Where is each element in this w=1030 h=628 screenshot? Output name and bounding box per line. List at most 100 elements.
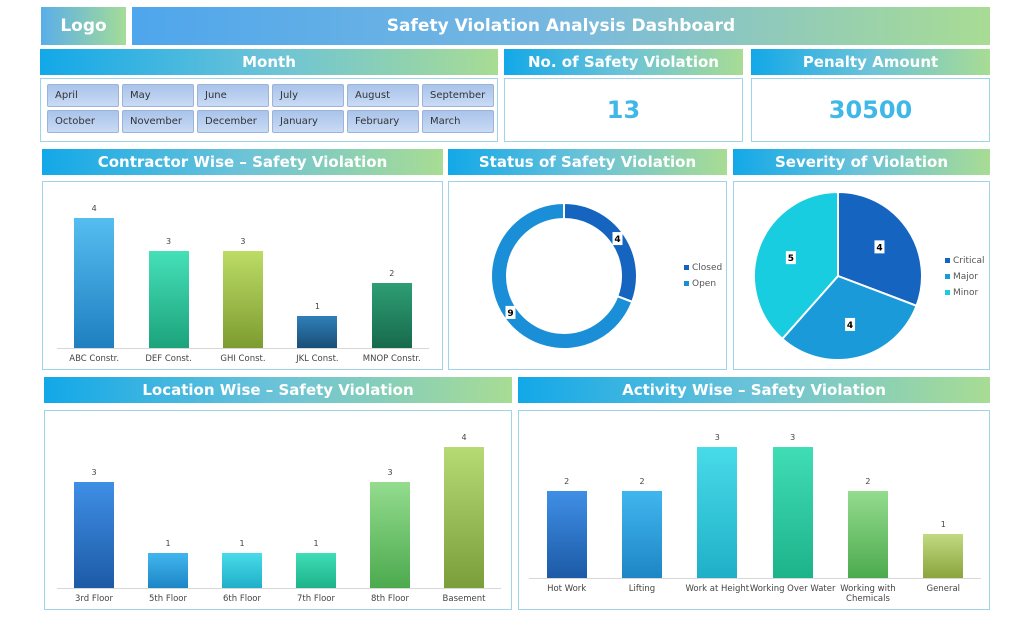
slice-closed[interactable] — [563, 201, 638, 304]
x-tick-label: 7th Floor — [297, 594, 335, 604]
status-donut: 49 — [490, 201, 638, 350]
x-tick-label: Basement — [442, 594, 486, 604]
legend-item: Minor — [945, 285, 984, 301]
month-header: Month — [40, 49, 498, 75]
month-button-october[interactable]: October — [47, 110, 119, 133]
data-label: 2 — [389, 269, 395, 278]
bar-group: 4 Basement — [434, 433, 494, 604]
bar-group: 2 Hot Work — [537, 477, 597, 594]
bar[interactable] — [74, 218, 115, 348]
month-button-january[interactable]: January — [272, 110, 344, 133]
severity-chart: 4 4 5 Critical Major Minor — [733, 181, 990, 370]
page-title: Safety Violation Analysis Dashboard — [132, 7, 990, 45]
data-label-bg — [874, 240, 885, 254]
month-button-may[interactable]: May — [122, 84, 194, 107]
data-label: 1 — [940, 520, 946, 530]
severity-legend: Critical Major Minor — [945, 253, 984, 301]
bar-group: 3 Working Over Water — [750, 433, 836, 594]
x-tick-label: Working with Chemicals — [840, 584, 896, 604]
legend-swatch — [684, 281, 689, 286]
legend-label: Minor — [953, 288, 979, 298]
bar-group: 3 DEF Const. — [139, 236, 199, 365]
legend-swatch — [684, 265, 689, 270]
x-tick-label: ABC Constr. — [69, 354, 120, 364]
bar[interactable] — [923, 534, 964, 578]
x-tick-label: 8th Floor — [371, 594, 409, 604]
bar[interactable] — [148, 250, 189, 348]
data-label: 3 — [240, 236, 246, 246]
bar-group: 2 Working with Chemicals — [838, 476, 898, 604]
slice-minor[interactable] — [753, 190, 839, 341]
data-label: 4 — [614, 235, 620, 245]
data-label: 1 — [239, 538, 245, 548]
legend-item: Open — [684, 276, 722, 292]
bar-group: 1 General — [913, 520, 973, 594]
data-label: 3 — [166, 236, 172, 246]
bar[interactable] — [222, 250, 263, 348]
month-button-december[interactable]: December — [197, 110, 269, 133]
legend-item: Major — [945, 269, 984, 285]
bar[interactable] — [444, 447, 484, 588]
legend-label: Closed — [692, 263, 723, 273]
month-slicer: April May June July August September October No… — [40, 78, 498, 142]
bar-group: 3 GHI Const. — [213, 236, 273, 365]
legend-label: Major — [953, 272, 978, 282]
bar[interactable] — [546, 490, 587, 578]
x-tick-label: 5th Floor — [149, 594, 187, 604]
data-label: 1 — [165, 538, 171, 548]
bar-group: 3 Work at Height — [686, 433, 750, 594]
data-label-bg — [785, 251, 796, 265]
data-label: 2 — [639, 476, 645, 486]
month-button-november[interactable]: November — [122, 110, 194, 133]
x-tick-label: 3rd Floor — [75, 594, 113, 604]
x-tick-label: MNOP Constr. — [362, 354, 421, 364]
data-label-bg — [612, 232, 623, 246]
x-tick-label: General — [926, 584, 961, 594]
data-label: 3 — [790, 433, 796, 442]
legend-swatch — [945, 258, 950, 263]
data-label: 5 — [788, 254, 794, 264]
bar-group: 4 ABC Constr. — [64, 204, 124, 364]
status-chart-title: Status of Safety Violation — [448, 149, 727, 175]
month-button-february[interactable]: February — [347, 110, 419, 133]
data-label: 3 — [714, 433, 720, 442]
contractor-chart: 4 ABC Constr. 3 DEF Const. 3 GHI Const. 1 JKL C… — [42, 181, 443, 370]
bar-group: 2 Lifting — [612, 476, 672, 594]
data-label: 2 — [865, 476, 871, 486]
bar[interactable] — [371, 283, 412, 348]
bar[interactable] — [772, 447, 813, 578]
legend-swatch — [945, 290, 950, 295]
penalty-amount: 30500 — [751, 78, 990, 142]
bar[interactable] — [148, 552, 188, 588]
data-label: 9 — [507, 309, 513, 319]
x-tick-label: Working Over Water — [749, 584, 836, 594]
bar[interactable] — [370, 482, 410, 588]
month-button-august[interactable]: August — [347, 84, 419, 107]
month-button-april[interactable]: April — [47, 84, 119, 107]
legend-label: Critical — [953, 256, 985, 266]
bar[interactable] — [222, 552, 262, 588]
x-tick-label: Lifting — [628, 584, 656, 594]
penalty-header: Penalty Amount — [751, 49, 990, 75]
bar[interactable] — [74, 482, 114, 588]
month-button-september[interactable]: September — [422, 84, 494, 107]
bar[interactable] — [297, 315, 338, 348]
bar[interactable] — [697, 447, 738, 578]
data-label-bg — [505, 305, 516, 319]
month-button-march[interactable]: March — [422, 110, 494, 133]
x-tick-label: JKL Const. — [296, 354, 339, 364]
month-button-july[interactable]: July — [272, 84, 344, 107]
bar-group: 2 MNOP Constr. — [362, 269, 422, 364]
month-button-june[interactable]: June — [197, 84, 269, 107]
bar-group: 3 3rd Floor — [64, 468, 124, 604]
data-label: 1 — [313, 538, 319, 548]
data-label: 4 — [847, 321, 853, 331]
bar[interactable] — [621, 490, 662, 578]
bar[interactable] — [847, 490, 888, 578]
location-chart-title: Location Wise – Safety Violation — [44, 377, 512, 403]
activity-chart-title: Activity Wise – Safety Violation — [518, 377, 990, 403]
data-label: 4 — [91, 204, 97, 213]
slice-open[interactable] — [490, 201, 634, 350]
bar[interactable] — [296, 552, 336, 588]
